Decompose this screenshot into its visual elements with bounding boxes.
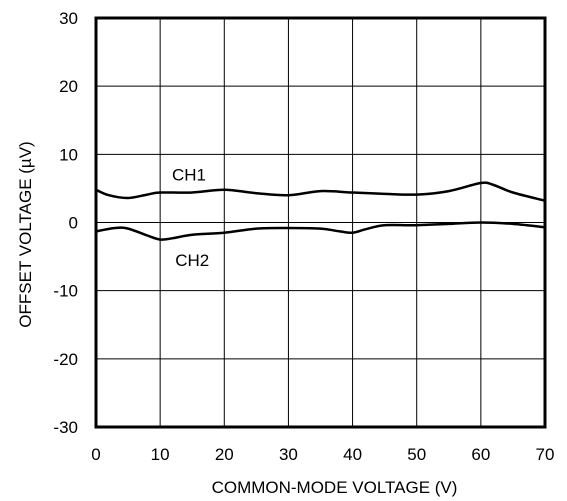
y-tick-label: 20 [59, 77, 78, 96]
x-tick-label: 60 [471, 445, 490, 464]
x-tick-label: 20 [215, 445, 234, 464]
tick-labels: 0 10 20 30 40 50 60 70 -30 -20 -10 0 10 20 30 [53, 9, 554, 464]
x-tick-label: 40 [343, 445, 362, 464]
x-axis-label: COMMON-MODE VOLTAGE (V) [212, 478, 458, 497]
x-tick-label: 70 [536, 445, 555, 464]
y-tick-label: -30 [53, 418, 78, 437]
series-lines [94, 181, 547, 241]
x-tick-label: 10 [151, 445, 170, 464]
series-line-ch2 [94, 221, 547, 241]
series-line-ch1 [94, 181, 547, 202]
y-tick-label: 10 [59, 145, 78, 164]
y-tick-label: -20 [53, 350, 78, 369]
y-tick-label: 0 [69, 214, 78, 233]
x-tick-label: 0 [91, 445, 100, 464]
x-tick-label: 50 [407, 445, 426, 464]
series-label-ch2: CH2 [175, 251, 209, 270]
x-tick-label: 30 [279, 445, 298, 464]
y-tick-label: -10 [53, 282, 78, 301]
plot-frame [94, 16, 547, 429]
series-label-ch1: CH1 [172, 166, 206, 185]
y-tick-label: 30 [59, 9, 78, 28]
y-axis-label: OFFSET VOLTAGE (µV) [16, 141, 35, 327]
